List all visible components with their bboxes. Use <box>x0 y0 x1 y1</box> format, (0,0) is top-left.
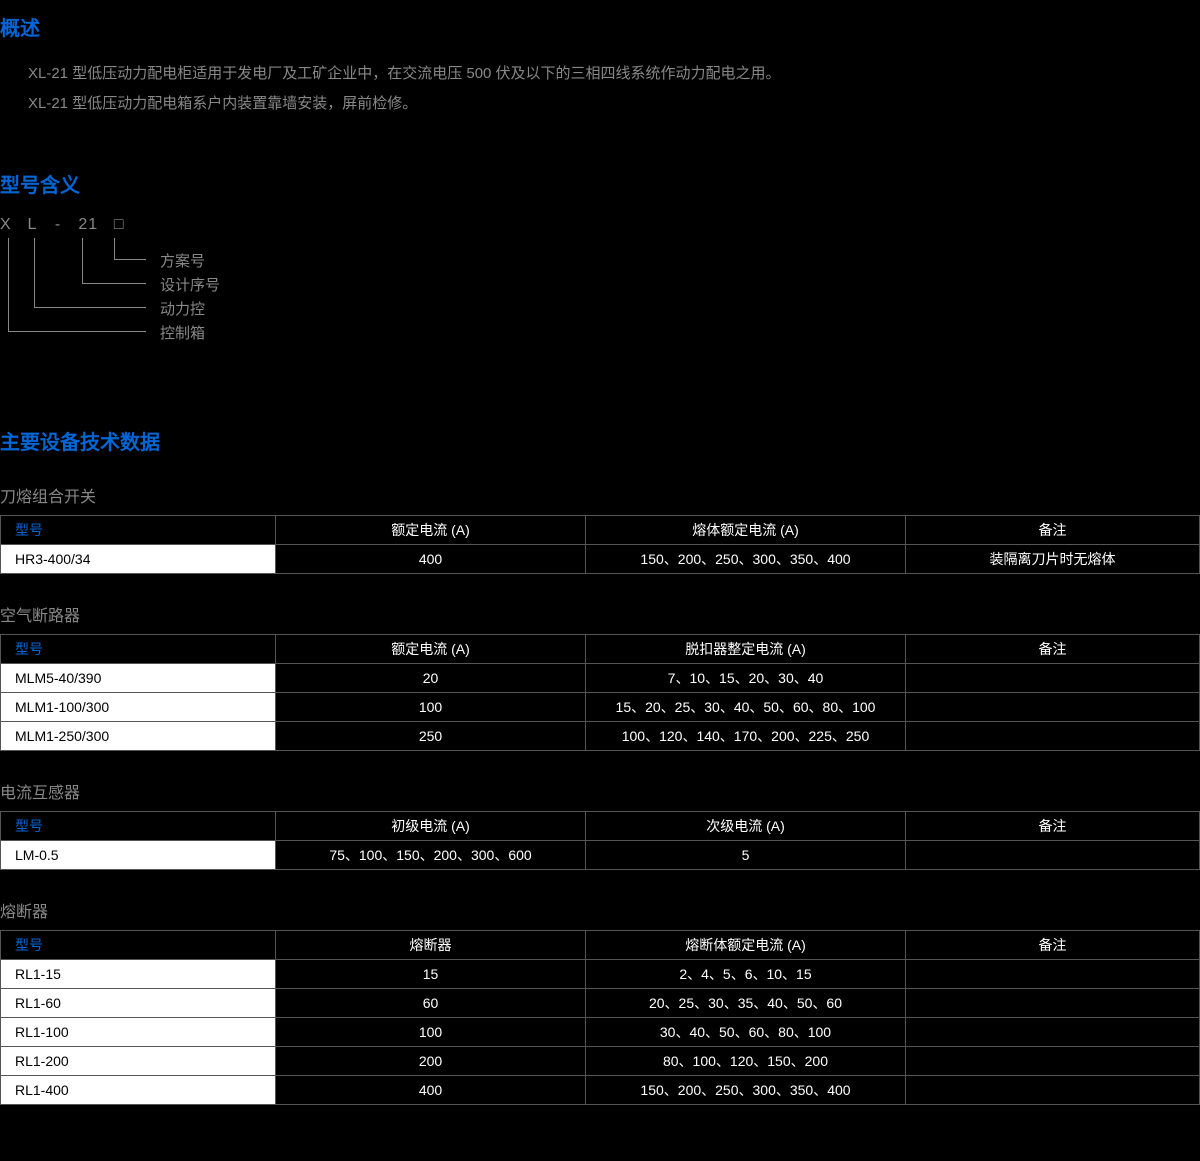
table-header-row: 型号额定电流 (A)脱扣器整定电流 (A)备注 <box>1 635 1200 664</box>
table-header-cell: 初级电流 (A) <box>276 812 586 841</box>
table-cell <box>906 841 1200 870</box>
table-cell: 30、40、50、60、80、100 <box>586 1018 906 1047</box>
table-cell: 200 <box>276 1047 586 1076</box>
overview-line-2: XL-21 型低压动力配电箱系户内装置靠墙安装，屏前检修。 <box>0 89 1200 119</box>
table-header-cell: 备注 <box>906 516 1200 545</box>
table-cell: 7、10、15、20、30、40 <box>586 664 906 693</box>
table-cell <box>906 722 1200 751</box>
model-code-char-21: 21 <box>78 216 108 234</box>
tech-data-section: 主要设备技术数据 刀熔组合开关型号额定电流 (A)熔体额定电流 (A)备注HR3… <box>0 426 1200 1105</box>
table-cell: 75、100、150、200、300、600 <box>276 841 586 870</box>
table-header-cell: 额定电流 (A) <box>276 635 586 664</box>
table-row: RL1-606020、25、30、35、40、50、60 <box>1 989 1200 1018</box>
table-cell <box>906 1018 1200 1047</box>
overview-heading: 概述 <box>0 12 1200 41</box>
table-subheading: 电流互感器 <box>0 779 1200 803</box>
table-cell <box>906 960 1200 989</box>
table-header-cell: 脱扣器整定电流 (A) <box>586 635 906 664</box>
model-bracket <box>8 238 146 332</box>
table-cell: LM-0.5 <box>1 841 276 870</box>
table-row: LM-0.575、100、150、200、300、6005 <box>1 841 1200 870</box>
model-code-char-box: □ <box>114 216 132 234</box>
model-bracket-label: 设计序号 <box>160 274 220 295</box>
table-header-cell: 熔体额定电流 (A) <box>586 516 906 545</box>
model-meaning-section: 型号含义 X L - 21 □ 方案号设计序号动力控控制箱 <box>0 169 1200 376</box>
table-cell: 250 <box>276 722 586 751</box>
table-header-cell: 型号 <box>1 931 276 960</box>
table-cell: RL1-200 <box>1 1047 276 1076</box>
table-cell <box>906 664 1200 693</box>
table-cell: MLM1-100/300 <box>1 693 276 722</box>
table-subheading: 刀熔组合开关 <box>0 483 1200 507</box>
table-header-cell: 备注 <box>906 635 1200 664</box>
table-header-row: 型号初级电流 (A)次级电流 (A)备注 <box>1 812 1200 841</box>
table-cell: RL1-400 <box>1 1076 276 1105</box>
table-row: RL1-400400150、200、250、300、350、400 <box>1 1076 1200 1105</box>
table-row: MLM1-100/30010015、20、25、30、40、50、60、80、1… <box>1 693 1200 722</box>
table-header-cell: 型号 <box>1 812 276 841</box>
table-header-cell: 熔断器 <box>276 931 586 960</box>
table-subheading: 空气断路器 <box>0 602 1200 626</box>
table-subheading: 熔断器 <box>0 898 1200 922</box>
model-code-char-dash: - <box>55 216 73 234</box>
model-code-string: X L - 21 □ <box>0 216 132 234</box>
table-header-cell: 熔断体额定电流 (A) <box>586 931 906 960</box>
table-header-cell: 备注 <box>906 931 1200 960</box>
table-cell: 5 <box>586 841 906 870</box>
table-header-cell: 型号 <box>1 516 276 545</box>
overview-line-1: XL-21 型低压动力配电柜适用于发电厂及工矿企业中，在交流电压 500 伏及以… <box>0 59 1200 89</box>
table-cell: 2、4、5、6、10、15 <box>586 960 906 989</box>
table-cell: 400 <box>276 1076 586 1105</box>
table-row: RL1-10010030、40、50、60、80、100 <box>1 1018 1200 1047</box>
model-meaning-heading: 型号含义 <box>0 169 1200 198</box>
table-header-cell: 备注 <box>906 812 1200 841</box>
table-cell <box>906 1076 1200 1105</box>
model-code-char-x: X <box>0 216 22 234</box>
table-cell: 60 <box>276 989 586 1018</box>
table-row: RL1-20020080、100、120、150、200 <box>1 1047 1200 1076</box>
table-cell: 20、25、30、35、40、50、60 <box>586 989 906 1018</box>
table-row: RL1-15152、4、5、6、10、15 <box>1 960 1200 989</box>
table-header-cell: 型号 <box>1 635 276 664</box>
tables-container: 刀熔组合开关型号额定电流 (A)熔体额定电流 (A)备注HR3-400/3440… <box>0 483 1200 1105</box>
table-cell: MLM1-250/300 <box>1 722 276 751</box>
table-cell: 100、120、140、170、200、225、250 <box>586 722 906 751</box>
table-cell: 15 <box>276 960 586 989</box>
data-table: 型号初级电流 (A)次级电流 (A)备注LM-0.575、100、150、200… <box>0 811 1200 870</box>
table-header-row: 型号额定电流 (A)熔体额定电流 (A)备注 <box>1 516 1200 545</box>
model-bracket-label: 控制箱 <box>160 322 205 343</box>
table-cell <box>906 989 1200 1018</box>
model-bracket-label: 动力控 <box>160 298 205 319</box>
tech-data-heading: 主要设备技术数据 <box>0 426 1200 455</box>
data-table: 型号额定电流 (A)脱扣器整定电流 (A)备注MLM5-40/390207、10… <box>0 634 1200 751</box>
table-cell: 80、100、120、150、200 <box>586 1047 906 1076</box>
table-cell: 400 <box>276 545 586 574</box>
model-code-char-l: L <box>27 216 49 234</box>
table-header-row: 型号熔断器熔断体额定电流 (A)备注 <box>1 931 1200 960</box>
table-row: MLM5-40/390207、10、15、20、30、40 <box>1 664 1200 693</box>
table-cell: 15、20、25、30、40、50、60、80、100 <box>586 693 906 722</box>
table-cell: 装隔离刀片时无熔体 <box>906 545 1200 574</box>
table-cell: 100 <box>276 1018 586 1047</box>
table-header-cell: 额定电流 (A) <box>276 516 586 545</box>
table-cell: HR3-400/34 <box>1 545 276 574</box>
model-bracket-label: 方案号 <box>160 250 205 271</box>
table-row: HR3-400/34400150、200、250、300、350、400装隔离刀… <box>1 545 1200 574</box>
table-cell: 100 <box>276 693 586 722</box>
table-cell: RL1-15 <box>1 960 276 989</box>
table-cell <box>906 1047 1200 1076</box>
table-row: MLM1-250/300250100、120、140、170、200、225、2… <box>1 722 1200 751</box>
table-cell: RL1-60 <box>1 989 276 1018</box>
table-cell: 150、200、250、300、350、400 <box>586 1076 906 1105</box>
table-cell: 20 <box>276 664 586 693</box>
model-code-diagram: X L - 21 □ 方案号设计序号动力控控制箱 <box>0 216 1200 376</box>
table-cell: MLM5-40/390 <box>1 664 276 693</box>
table-header-cell: 次级电流 (A) <box>586 812 906 841</box>
table-cell: 150、200、250、300、350、400 <box>586 545 906 574</box>
table-cell: RL1-100 <box>1 1018 276 1047</box>
table-cell <box>906 693 1200 722</box>
data-table: 型号额定电流 (A)熔体额定电流 (A)备注HR3-400/34400150、2… <box>0 515 1200 574</box>
data-table: 型号熔断器熔断体额定电流 (A)备注RL1-15152、4、5、6、10、15R… <box>0 930 1200 1105</box>
overview-section: 概述 XL-21 型低压动力配电柜适用于发电厂及工矿企业中，在交流电压 500 … <box>0 0 1200 119</box>
